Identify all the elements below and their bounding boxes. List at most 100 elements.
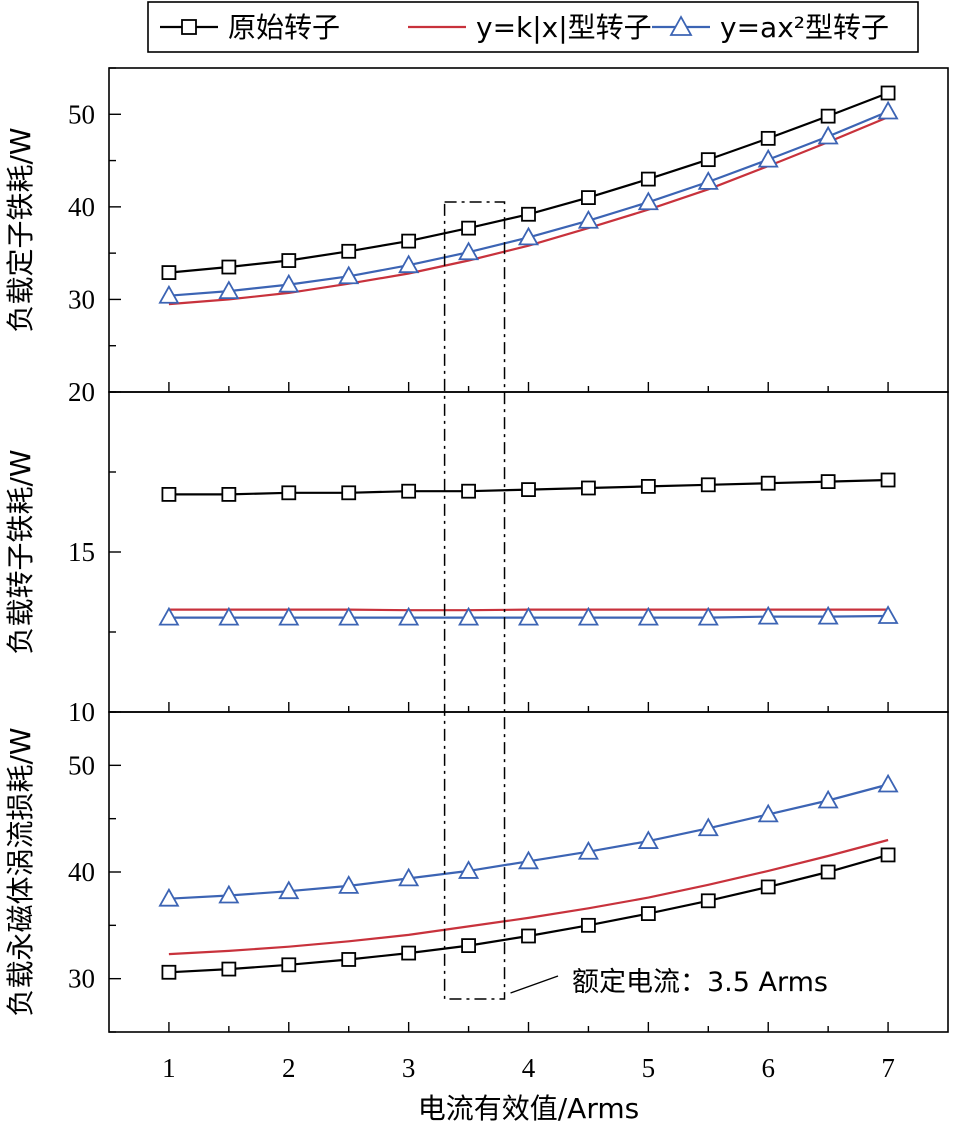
panel-2-point-triangle — [218, 606, 240, 626]
panel-1-point-square — [640, 171, 656, 187]
panel-3-ytick-label: 30 — [68, 964, 95, 994]
panel-3-point-triangle — [517, 850, 540, 870]
panel-2-ylabel: 负载转子铁耗/W — [4, 449, 37, 654]
panel-3-point-triangle — [458, 860, 480, 879]
panel-1-point-square — [760, 130, 776, 146]
annotation-text: 额定电流：3.5 Arms — [572, 967, 828, 998]
panel-1-ytick-label: 40 — [68, 192, 95, 222]
panel-2-ytick-label: 20 — [68, 377, 95, 407]
panel-1-point-triangle — [218, 280, 240, 299]
panel-2-point-square — [341, 485, 357, 501]
panel-1-point-square — [281, 253, 297, 268]
panel-1-series-line-3 — [168, 110, 889, 297]
panel-2-point-square — [820, 474, 836, 490]
panel-2-point-triangle — [398, 606, 420, 626]
panel-3-point-square — [640, 906, 656, 921]
xtick-label: 2 — [282, 1053, 296, 1083]
panel-3-point-triangle — [637, 830, 659, 849]
xtick-label: 1 — [162, 1053, 176, 1083]
panel-2-point-square — [521, 482, 536, 498]
panel-3-point-square — [760, 879, 776, 895]
panel-2-point-triangle — [577, 606, 599, 626]
panel-2-point-square — [401, 483, 417, 499]
panel-1-point-square — [401, 233, 417, 249]
panel-3-ytick-label: 50 — [68, 750, 95, 780]
panel-3-point-triangle — [757, 803, 779, 823]
panel-3-point-square — [521, 928, 536, 944]
panel-3-series-line-1 — [168, 853, 889, 974]
panel-1-point-triangle — [697, 171, 719, 190]
panel-2-point-triangle — [757, 605, 779, 625]
panel-2-point-triangle — [458, 606, 480, 626]
panel-1-point-triangle — [517, 226, 540, 246]
panel-1-point-triangle — [338, 265, 360, 285]
panel-1-ylabel: 负载定子铁耗/W — [4, 127, 37, 332]
panel-2-point-square — [281, 485, 297, 501]
panel-1-point-square — [161, 265, 177, 280]
panel-3-ytick-label: 40 — [68, 857, 95, 887]
panel-3-point-triangle — [398, 867, 420, 887]
legend-label-1: 原始转子 — [228, 11, 340, 44]
panel-3-point-triangle — [278, 880, 300, 900]
panel-2-point-triangle — [517, 606, 540, 626]
panel-3-point-square — [700, 893, 716, 909]
panel-2-point-triangle — [158, 606, 180, 626]
panel-2-point-triangle — [278, 606, 300, 626]
legend-label-3: y=ax²型转子 — [720, 11, 889, 44]
panel-2-point-square — [760, 475, 776, 491]
panel-1-ytick-label: 30 — [68, 284, 95, 314]
panel-3-point-square — [281, 957, 297, 973]
panel-3-point-triangle — [877, 773, 899, 793]
panel-2-point-triangle — [697, 606, 719, 626]
panel-1-point-square — [700, 152, 716, 168]
panel-1-ytick-label: 50 — [68, 99, 95, 129]
legend-frame — [147, 1, 919, 53]
panel-3-point-square — [221, 961, 237, 977]
xtick-label: 7 — [881, 1053, 895, 1083]
legend-label-2: y=k|x|型转子 — [476, 11, 652, 44]
panel-2-point-square — [581, 480, 596, 496]
panel-1-point-square — [581, 190, 596, 206]
panel-1-point-triangle — [637, 191, 659, 211]
panel-2-point-triangle — [877, 605, 899, 624]
panel-2-point-square — [161, 486, 177, 502]
panel-1-point-square — [820, 108, 836, 124]
panel-3-point-square — [461, 938, 476, 953]
panel-2-point-square — [461, 483, 476, 499]
legend-marker-triangle — [669, 15, 693, 36]
panel-2-point-square — [880, 472, 896, 488]
panel-3-point-square — [401, 945, 417, 961]
panel-2-point-triangle — [637, 606, 659, 626]
panel-3-series-line-2 — [168, 838, 889, 956]
legend: 原始转子 y=k|x|型转子 y=ax²型转子 — [147, 1, 919, 53]
panel-3-point-triangle — [158, 887, 180, 907]
panel-2-frame — [108, 391, 949, 713]
panel-3-point-square — [161, 964, 177, 980]
panel-1-point-square — [521, 206, 536, 222]
panel-1-point-triangle — [877, 100, 899, 120]
panel-1-point-triangle — [458, 241, 480, 261]
panel-1-point-triangle — [158, 284, 180, 304]
panel-3-point-triangle — [218, 884, 240, 904]
panel-1-point-triangle — [817, 125, 839, 145]
panel-1-point-triangle — [577, 209, 599, 229]
panel-3-point-square — [820, 864, 836, 880]
panel-1-point-square — [461, 220, 476, 236]
panel-2-ytick-label: 10 — [68, 697, 95, 727]
panel-3-point-triangle — [817, 789, 839, 809]
xtick-label: 3 — [402, 1053, 416, 1083]
panel-1-point-triangle — [278, 273, 300, 293]
panel-3-point-square — [341, 952, 357, 967]
panel-2-point-triangle — [817, 605, 839, 625]
xtick-label: 6 — [761, 1053, 775, 1083]
panel-2-point-triangle — [338, 606, 360, 626]
panel-2-point-square — [221, 486, 237, 502]
panel-3-point-square — [581, 917, 596, 933]
legend-marker-square — [181, 19, 197, 35]
rated-current-box — [443, 201, 506, 1000]
panel-1-point-triangle — [757, 148, 779, 168]
annotation-leader — [510, 975, 559, 994]
panel-3-ylabel: 负载永磁体涡流损耗/W — [4, 727, 37, 1016]
